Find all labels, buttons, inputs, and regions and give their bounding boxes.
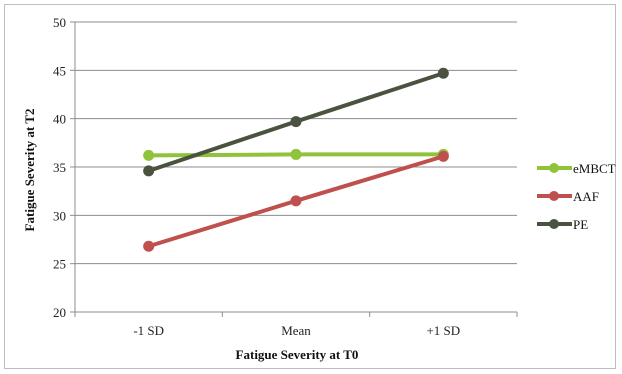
data-point-aaf — [437, 150, 449, 162]
chart-frame — [4, 4, 616, 369]
legend-marker-embct — [549, 163, 559, 173]
data-point-embct — [143, 149, 155, 161]
data-point-pe — [437, 67, 449, 79]
y-tick-label: 20 — [53, 305, 66, 320]
y-tick-label: 35 — [53, 160, 66, 175]
data-point-embct — [290, 148, 302, 160]
y-tick-label: 25 — [53, 257, 66, 272]
data-point-pe — [143, 165, 155, 177]
y-tick-label: 30 — [53, 208, 66, 223]
y-tick-label: 50 — [53, 15, 66, 30]
x-tick-label: Mean — [281, 323, 311, 338]
y-tick-label: 45 — [53, 63, 66, 78]
data-point-aaf — [290, 195, 302, 207]
y-tick-label: 40 — [53, 112, 66, 127]
x-tick-label: +1 SD — [426, 323, 460, 338]
data-point-aaf — [143, 240, 155, 252]
x-tick-label: -1 SD — [133, 323, 164, 338]
y-axis-title: Fatigue Severity at T2 — [22, 109, 37, 232]
legend-marker-aaf — [549, 191, 559, 201]
legend-label-pe: PE — [573, 217, 588, 232]
legend-label-aaf: AAF — [573, 189, 599, 204]
legend-label-embct: eMBCT — [573, 161, 616, 176]
x-axis-title: Fatigue Severity at T0 — [236, 347, 359, 362]
legend-marker-pe — [549, 219, 559, 229]
data-point-pe — [290, 116, 302, 128]
